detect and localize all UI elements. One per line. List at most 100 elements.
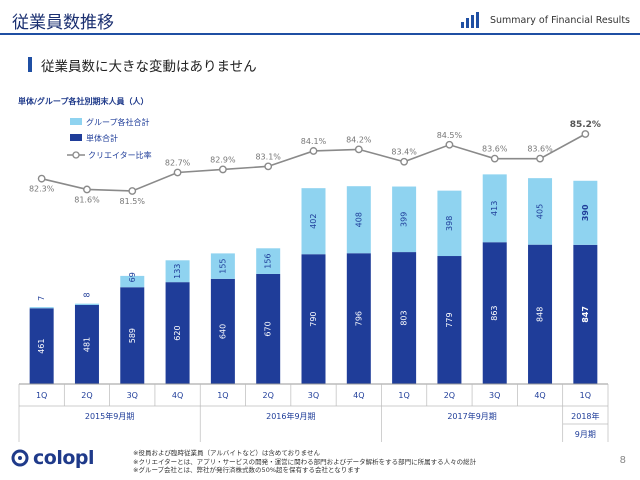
- data-label: 790: [309, 311, 318, 326]
- period-label: 2016年9月期: [266, 411, 315, 421]
- ratio-label: 83.1%: [255, 152, 281, 161]
- bar-group: [573, 180, 598, 245]
- bar-dept: [74, 304, 99, 384]
- bar-dept: [437, 256, 462, 384]
- ratio-point: [173, 168, 182, 177]
- data-label: 796: [354, 311, 363, 326]
- header-divider: [0, 33, 640, 35]
- ratio-label: 84.2%: [346, 135, 372, 144]
- data-label: 413: [490, 201, 499, 216]
- page-number: 8: [619, 455, 626, 466]
- page-subtitle: 従業員数に大きな変動はありません: [41, 59, 257, 75]
- tick-label: 3Q: [127, 391, 138, 400]
- ratio-label: 84.5%: [437, 131, 463, 140]
- ratio-point: [37, 174, 46, 183]
- ratio-label: 85.2%: [570, 120, 601, 130]
- bar-dept: [528, 244, 553, 384]
- brand-label: Summary of Financial Results: [489, 14, 630, 26]
- ratio-point: [490, 154, 499, 163]
- bar-group: [165, 260, 190, 283]
- data-label: 399: [400, 212, 409, 227]
- legend-swatch-dept: [70, 134, 82, 141]
- data-label: 133: [173, 264, 182, 279]
- tick-label: 1Q: [36, 391, 47, 400]
- ratio-point: [309, 147, 318, 155]
- legend-label-group: グループ各社合計: [86, 117, 150, 127]
- data-label: 481: [82, 337, 91, 352]
- bar-dept: [301, 254, 326, 384]
- ratio-label: 83.4%: [391, 148, 417, 157]
- data-label: 863: [490, 305, 499, 320]
- data-label: 155: [218, 258, 227, 273]
- ratio-point: [264, 162, 273, 171]
- bar-group: [482, 174, 507, 243]
- data-label: 405: [536, 204, 545, 219]
- ratio-point: [536, 154, 544, 163]
- chart-unit-label: 単体/グループ各社別期末人員（人）: [18, 97, 149, 106]
- bar-dept: [256, 273, 281, 384]
- logo-wordmark: colopl: [33, 447, 95, 469]
- ratio-point: [581, 130, 590, 138]
- ratio-point: [354, 145, 363, 154]
- bar-group: [120, 275, 145, 288]
- data-label: 402: [309, 214, 318, 229]
- tick-label: 3Q: [489, 391, 500, 400]
- tick-label: 1Q: [217, 391, 228, 400]
- bar-dept: [573, 244, 598, 384]
- data-label: 156: [264, 253, 273, 268]
- period-label: 9月期: [575, 430, 596, 439]
- ratio-label: 81.6%: [74, 195, 100, 204]
- tick-label: 1Q: [580, 391, 591, 400]
- data-label: 7: [37, 296, 46, 301]
- tick-label: 4Q: [534, 391, 545, 400]
- footnote: ※グループ会社とは、弊社が発行済株式数の50%超を保有する会社となります: [133, 466, 361, 475]
- ratio-label: 83.6%: [527, 145, 553, 154]
- ratio-label: 82.7%: [165, 159, 191, 168]
- ratio-label: 81.5%: [120, 197, 146, 206]
- data-label: 408: [354, 212, 363, 227]
- ratio-label: 82.9%: [210, 155, 236, 164]
- bar-group: [392, 186, 417, 253]
- data-label: 8: [82, 292, 91, 297]
- tick-label: 4Q: [172, 391, 183, 400]
- bar-dept: [210, 278, 235, 384]
- data-label: 779: [445, 312, 454, 327]
- legend-swatch-group: [70, 118, 82, 125]
- ratio-point: [128, 187, 137, 195]
- bar-group: [210, 253, 235, 279]
- data-label: 640: [218, 324, 227, 339]
- legend-label-dept: 単体合計: [86, 133, 118, 143]
- data-label: 398: [445, 216, 454, 231]
- logo-mark-icon: [11, 449, 29, 467]
- bar-group: [29, 307, 54, 309]
- page-title: 従業員数推移: [12, 13, 114, 33]
- ratio-point: [400, 157, 409, 166]
- subtitle-accent: [28, 57, 32, 72]
- brand-block: Summary of Financial Results: [460, 11, 630, 29]
- bar-group: [256, 248, 281, 274]
- footnote: ※役員および臨時従業員（アルバイトなど）は含めておりません: [133, 449, 320, 457]
- tick-label: 2Q: [81, 391, 92, 400]
- period-label: 2018年: [571, 411, 599, 421]
- bar-group: [301, 188, 326, 255]
- footnote: ※クリエイターとは、アプリ・サービスの開発・運営に関わる部門およびデータ解析をす…: [133, 457, 477, 466]
- legend-label-ratio: クリエイター比率: [88, 150, 152, 160]
- data-label: 803: [400, 310, 409, 325]
- legend-marker-ratio: [72, 151, 80, 159]
- bar-dept: [120, 287, 145, 384]
- bar-dept: [482, 242, 507, 384]
- data-label: 847: [581, 306, 590, 323]
- bar-dept: [392, 252, 417, 384]
- tick-label: 3Q: [308, 391, 319, 400]
- ratio-point: [83, 185, 91, 194]
- ratio-point: [218, 165, 227, 174]
- bar-group: [74, 303, 99, 305]
- data-label: 620: [173, 325, 182, 340]
- bar-dept: [165, 282, 190, 384]
- data-label: 69: [128, 272, 137, 282]
- ratio-point: [445, 140, 454, 149]
- ratio-label: 84.1%: [301, 137, 327, 146]
- tick-label: 2Q: [262, 391, 273, 400]
- bar-group: [528, 178, 553, 245]
- data-label: 390: [581, 204, 590, 221]
